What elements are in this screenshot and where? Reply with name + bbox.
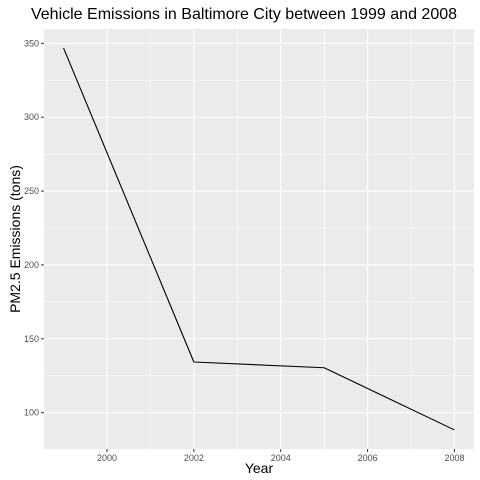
y-tick-label: 300: [24, 112, 39, 122]
x-tick-label: 2008: [444, 453, 464, 463]
y-tick-label: 150: [24, 334, 39, 344]
minor-gridlines: [44, 29, 474, 449]
chart-title: Vehicle Emissions in Baltimore City betw…: [31, 6, 457, 23]
y-axis-label: PM2.5 Emissions (tons): [7, 165, 23, 313]
x-tick-label: 2000: [97, 453, 117, 463]
series-line: [63, 47, 455, 431]
axis-ticks: 2000 2002 2004 2006 2008 100 150 200 250 300 350: [24, 38, 465, 463]
x-tick-label: 2002: [184, 453, 204, 463]
x-tick-label: 2006: [358, 453, 378, 463]
plot-panel: [44, 29, 474, 449]
y-tick-label: 200: [24, 260, 39, 270]
series-group: [63, 47, 455, 431]
y-tick-label: 250: [24, 186, 39, 196]
y-tick-label: 100: [24, 408, 39, 418]
major-gridlines: [44, 29, 474, 449]
y-tick-label: 350: [24, 38, 39, 48]
x-axis-label: Year: [245, 460, 274, 476]
x-tick-label: 2004: [271, 453, 291, 463]
